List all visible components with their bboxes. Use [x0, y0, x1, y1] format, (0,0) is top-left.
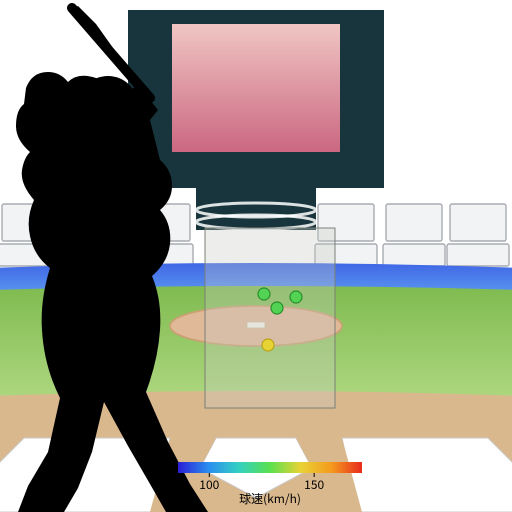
pitch-marker [258, 288, 270, 300]
stage-svg: 100 150球速(km/h) [0, 0, 512, 512]
legend-tick-label: 150 [304, 476, 324, 493]
legend-axis-label: 球速(km/h) [239, 490, 301, 507]
pitch-marker [271, 302, 283, 314]
pitch-marker [262, 339, 274, 351]
legend-tick-label: 100 [199, 476, 219, 493]
strike-zone [205, 228, 335, 408]
pitch-marker [290, 291, 302, 303]
pitch-velocity-diagram: 100 150球速(km/h) [0, 0, 512, 512]
batter-helmet [78, 76, 138, 136]
